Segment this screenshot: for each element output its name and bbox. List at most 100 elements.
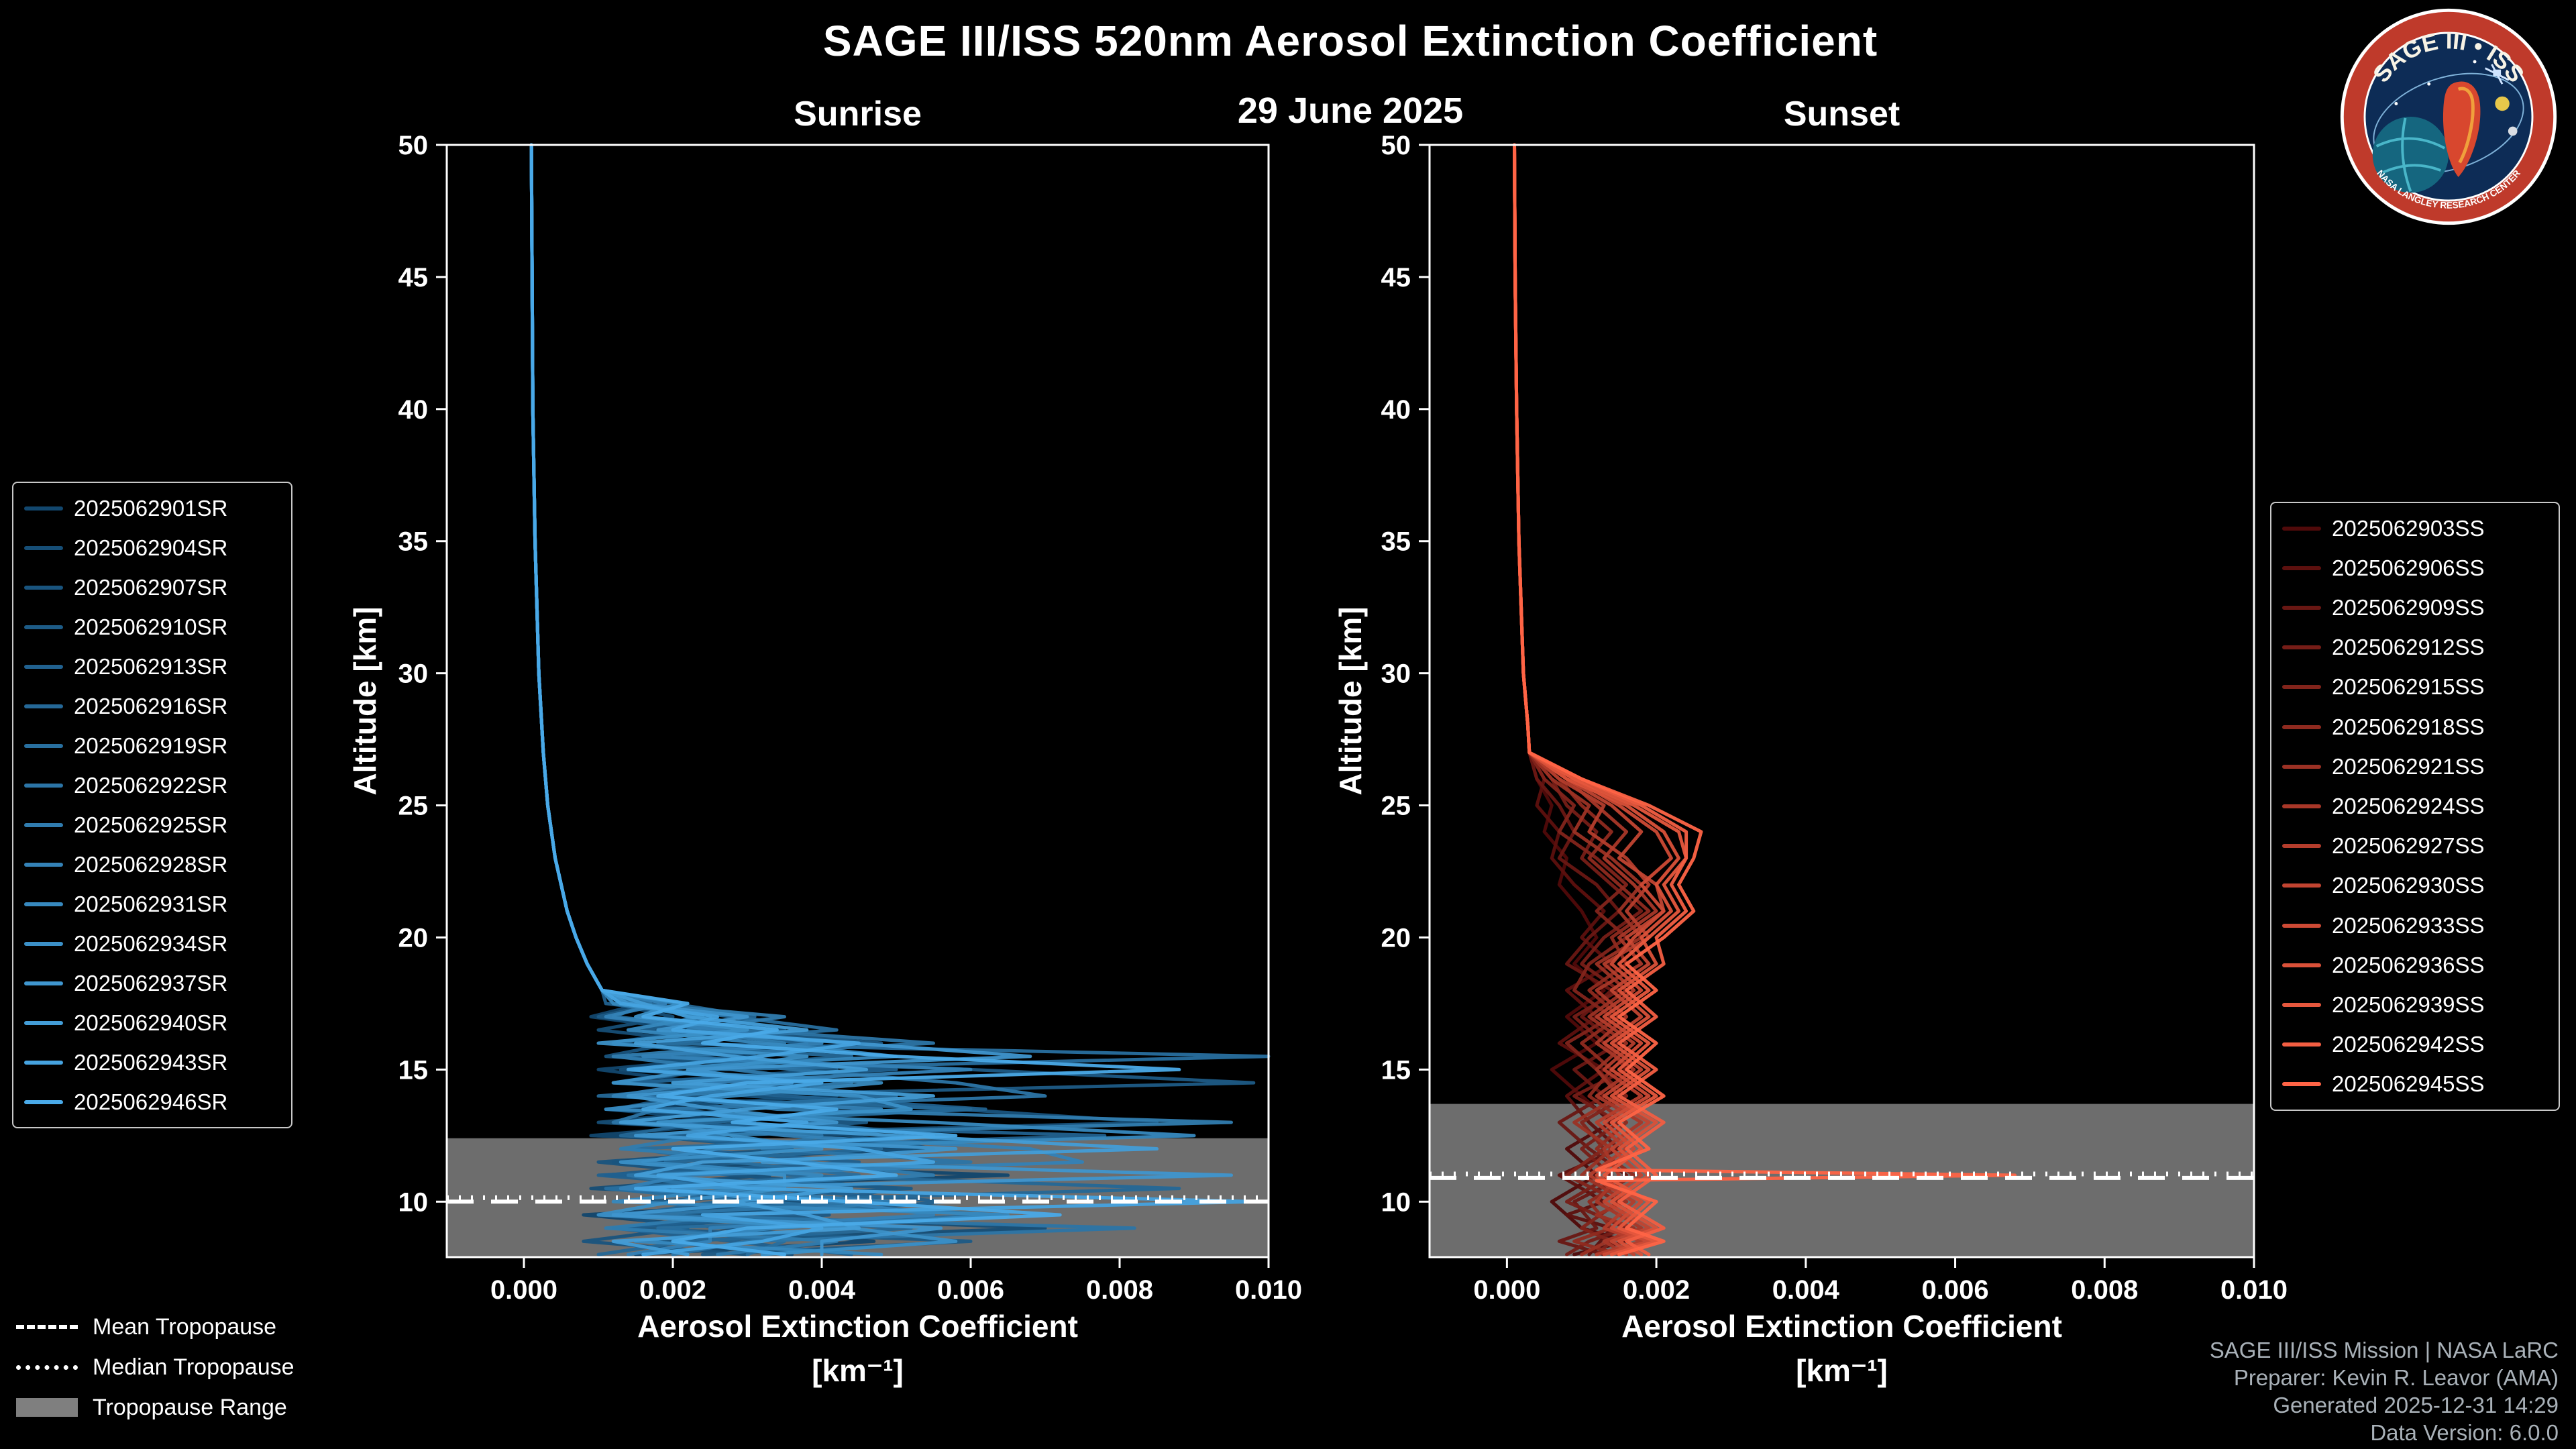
legend-item: 2025062912SS: [2282, 628, 2548, 667]
legend-swatch: [24, 625, 63, 629]
legend-label: 2025062901SR: [74, 495, 228, 521]
legend-label: 2025062924SS: [2332, 794, 2485, 819]
legend-item: 2025062946SR: [24, 1082, 280, 1122]
legend-label: 2025062922SR: [74, 772, 228, 798]
sunset-panel-title: Sunset: [1783, 95, 1900, 133]
legend-item: 2025062907SR: [24, 568, 280, 607]
legend-label: 2025062945SS: [2332, 1071, 2485, 1097]
sunrise-y-axis-label: Altitude [km]: [347, 606, 382, 796]
legend-swatch: [24, 664, 63, 669]
legend-item: 2025062909SS: [2282, 588, 2548, 627]
legend-item: 2025062921SS: [2282, 747, 2548, 786]
legend-swatch: [24, 743, 63, 748]
iss-sketch: [2485, 64, 2510, 85]
credit-version: Data Version: 6.0.0: [2370, 1420, 2559, 1445]
x-tick-label: 0.004: [788, 1275, 856, 1305]
y-tick-label: 45: [1381, 263, 1411, 292]
dotted-line-swatch: [16, 1364, 78, 1370]
y-tick-label: 30: [398, 659, 429, 689]
profile-line-2025062910SR: [529, 143, 1256, 1256]
plot-border: [445, 144, 1270, 1258]
legend-swatch: [2282, 526, 2321, 531]
legend-swatch: [24, 783, 63, 788]
moon-dot: [2508, 126, 2518, 136]
tropopause-range-label: Tropopause Range: [93, 1394, 287, 1420]
legend-label: 2025062921SS: [2332, 753, 2485, 779]
x-tick-label: 0.010: [1235, 1275, 1302, 1305]
legend-item: 2025062925SR: [24, 805, 280, 845]
legend-label: 2025062936SS: [2332, 952, 2485, 977]
x-tick-label: 0.004: [1772, 1275, 1840, 1305]
mean-tropopause-legend-item: Mean Tropopause: [16, 1307, 294, 1347]
legend-label: 2025062930SS: [2332, 873, 2485, 898]
legend-swatch: [24, 902, 63, 906]
credit-mission: SAGE III/ISS Mission | NASA LaRC: [2209, 1338, 2559, 1362]
profile-line-2025062925SR: [529, 143, 1233, 1256]
sunrise-legend: 2025062901SR 2025062904SR 2025062907SR 2025…: [12, 482, 292, 1128]
y-tick-label: 50: [398, 131, 429, 160]
sunset-x-axis-label: Aerosol Extinction Coefficient: [1621, 1309, 2062, 1344]
y-tick-label: 30: [1381, 659, 1411, 689]
legend-swatch: [2282, 1082, 2321, 1087]
date-subtitle: 29 June 2025: [1237, 91, 1464, 131]
legend-item: 2025062934SR: [24, 924, 280, 963]
legend-swatch: [2282, 764, 2321, 769]
profile-line-2025062906SS: [1513, 143, 1621, 1256]
profile-line-2025062942SS: [1513, 143, 1688, 1256]
x-tick-label: 0.006: [937, 1275, 1004, 1305]
median-tropopause-legend-item: Median Tropopause: [16, 1347, 294, 1387]
legend-swatch: [24, 862, 63, 867]
legend-swatch: [2282, 804, 2321, 809]
legend-label: 2025062939SS: [2332, 992, 2485, 1018]
legend-label: 2025062904SR: [74, 535, 228, 560]
credit-preparer: Preparer: Kevin R. Leavor (AMA): [2233, 1365, 2559, 1390]
mean-tropopause-label: Mean Tropopause: [93, 1313, 277, 1340]
y-tick-label: 35: [1381, 527, 1411, 557]
y-tick-label: 25: [1381, 792, 1411, 821]
legend-item: 2025062913SR: [24, 647, 280, 686]
legend-swatch: [24, 545, 63, 550]
legend-swatch: [2282, 1042, 2321, 1047]
legend-item: 2025062924SS: [2282, 786, 2548, 826]
legend-swatch: [24, 1099, 63, 1104]
legend-item: 2025062937SR: [24, 963, 280, 1003]
legend-item: 2025062943SR: [24, 1042, 280, 1082]
legend-label: 2025062927SS: [2332, 833, 2485, 859]
legend-label: 2025062942SS: [2332, 1032, 2485, 1057]
y-tick-label: 45: [398, 263, 429, 292]
profile-line-2025062946SR: [529, 143, 1181, 1256]
legend-item: 2025062945SS: [2282, 1065, 2548, 1104]
legend-item: 2025062942SS: [2282, 1025, 2548, 1065]
x-tick-label: 0.008: [1086, 1275, 1153, 1305]
legend-item: 2025062919SR: [24, 726, 280, 765]
plot-border: [1428, 144, 2255, 1258]
legend-item: 2025062930SS: [2282, 866, 2548, 906]
earth-meridian-line: [2401, 117, 2412, 192]
legend-swatch: [24, 704, 63, 708]
legend-item: 2025062928SR: [24, 845, 280, 884]
tropopause-range-legend-item: Tropopause Range: [16, 1387, 294, 1428]
legend-item: 2025062936SS: [2282, 945, 2548, 985]
sunrise-panel-title: Sunrise: [794, 95, 922, 133]
legend-label: 2025062934SR: [74, 930, 228, 956]
legend-swatch: [2282, 685, 2321, 690]
x-tick-label: 0.006: [1921, 1275, 1988, 1305]
y-tick-label: 40: [398, 395, 429, 425]
legend-item: 2025062903SS: [2282, 508, 2548, 548]
y-tick-label: 50: [1381, 131, 1411, 160]
y-tick-label: 40: [1381, 395, 1411, 425]
page-title: SAGE III/ISS 520nm Aerosol Extinction Co…: [822, 17, 1878, 65]
legend-item: 2025062931SR: [24, 884, 280, 924]
y-tick-label: 15: [1381, 1055, 1411, 1085]
legend-swatch: [24, 585, 63, 590]
y-tick-label: 15: [398, 1055, 429, 1085]
sunrise-x-axis-units: [km⁻¹]: [812, 1353, 904, 1388]
credit-generated: Generated 2025-12-31 14:29: [2273, 1393, 2559, 1417]
legend-label: 2025062933SS: [2332, 912, 2485, 938]
legend-label: 2025062907SR: [74, 574, 228, 600]
x-tick-label: 0.002: [1623, 1275, 1690, 1305]
legend-label: 2025062943SR: [74, 1049, 228, 1075]
legend-swatch: [24, 506, 63, 511]
legend-label: 2025062912SS: [2332, 635, 2485, 660]
